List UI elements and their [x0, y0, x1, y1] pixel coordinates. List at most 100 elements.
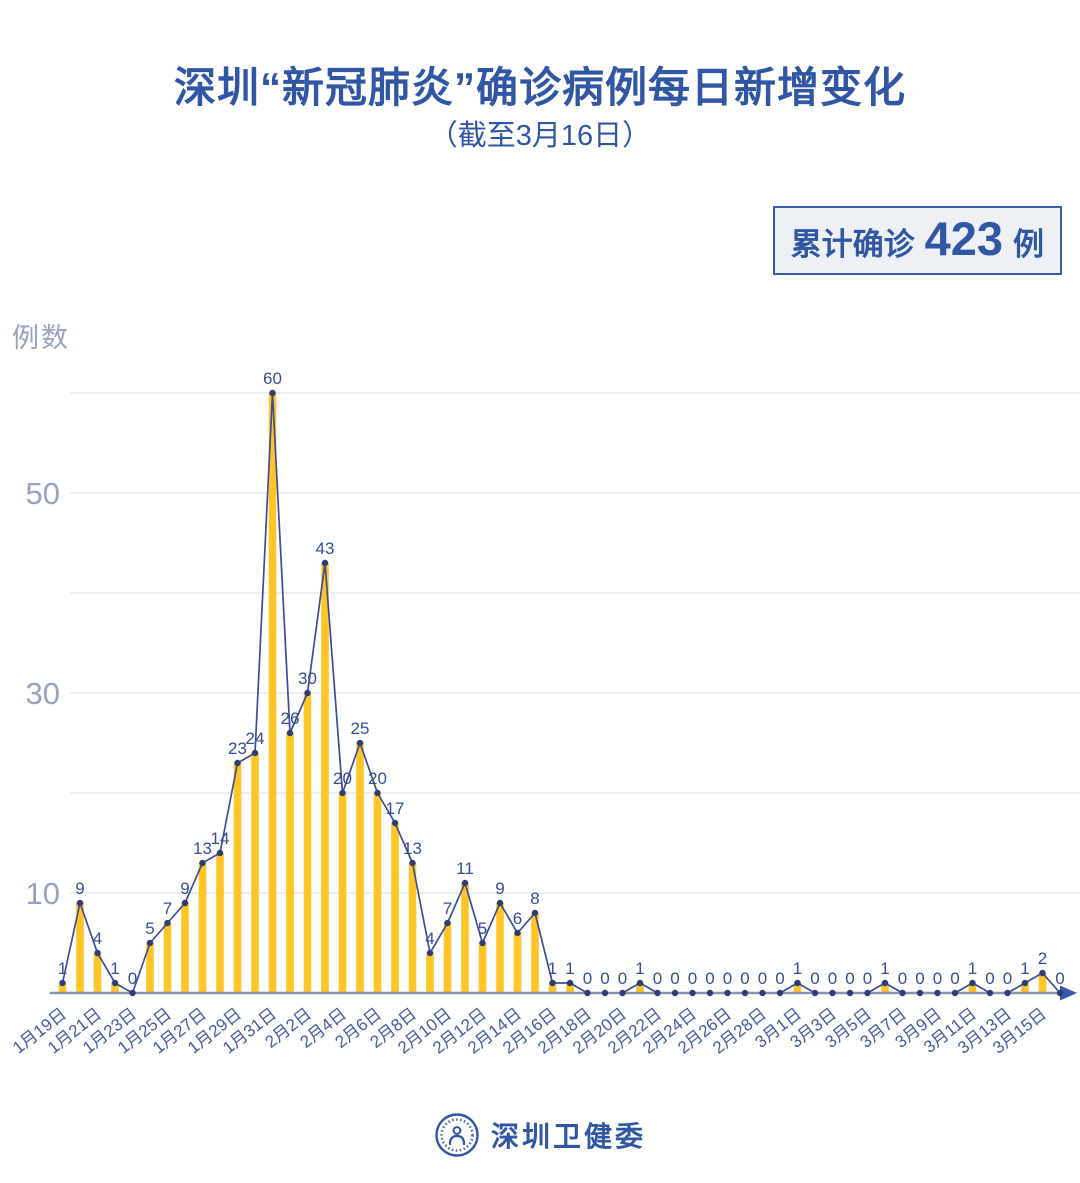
bar-3月14日	[1021, 983, 1029, 993]
data-point-2月9日	[426, 949, 434, 957]
value-label-3月7日: 0	[898, 969, 907, 988]
value-label-1月24日: 5	[145, 919, 154, 938]
data-point-2月4日	[339, 789, 346, 797]
bar-2月12日	[478, 943, 487, 993]
page-title: 深圳“新冠肺炎”确诊病例每日新增变化	[173, 64, 906, 111]
data-point-1月24日	[146, 939, 154, 947]
value-label-2月18日: 0	[583, 969, 592, 988]
data-point-1月27日	[199, 859, 206, 867]
value-label-1月23日: 0	[128, 969, 137, 988]
bar-1月21日	[93, 953, 102, 993]
value-label-2月21日: 1	[635, 959, 644, 978]
value-label-1月25日: 7	[163, 899, 172, 918]
data-point-1月28日	[216, 849, 224, 857]
value-label-1月21日: 4	[93, 929, 102, 948]
value-label-2月9日: 4	[425, 929, 434, 948]
bar-2月4日	[338, 793, 347, 993]
value-label-1月19日: 1	[58, 959, 67, 978]
value-label-2月28日: 0	[758, 969, 767, 988]
badge-prefix-label: 累计确诊	[790, 227, 915, 262]
data-point-2月7日	[391, 819, 399, 827]
bar-2月5日	[356, 743, 364, 993]
bar-2月16日	[548, 983, 557, 993]
data-point-2月18日	[584, 989, 591, 997]
data-point-3月10日	[951, 989, 959, 997]
data-point-2月19日	[601, 989, 609, 997]
value-label-2月25日: 0	[705, 969, 714, 988]
data-point-1月30日	[251, 749, 259, 757]
data-point-2月15日	[531, 909, 539, 917]
data-point-3月14日	[1021, 979, 1029, 987]
x-axis-arrow	[1060, 985, 1077, 1001]
bar-1月24日	[146, 943, 154, 993]
bar-1月29日	[233, 763, 242, 993]
bar-2月6日	[373, 793, 382, 993]
value-label-1月22日: 1	[110, 959, 119, 978]
bar-2月17日	[566, 983, 574, 993]
value-label-2月26日: 0	[723, 969, 732, 988]
data-point-3月11日	[969, 979, 976, 987]
data-point-3月7日	[899, 989, 906, 997]
data-point-2月24日	[689, 989, 696, 997]
value-label-2月29日: 0	[775, 969, 784, 988]
trend-line	[61, 392, 1061, 995]
y-tick-label-10: 10	[26, 876, 60, 911]
bar-1月20日	[76, 903, 84, 993]
bar-2月8日	[408, 863, 417, 993]
bar-3月1日	[793, 983, 802, 993]
value-label-2月24日: 0	[688, 969, 697, 988]
bar-1月22日	[111, 983, 119, 993]
data-point-3月13日	[1004, 989, 1011, 997]
value-label-3月8日: 0	[915, 969, 924, 988]
y-tick-label-50: 50	[26, 476, 60, 511]
bar-1月31日	[268, 393, 277, 993]
bar-1月28日	[216, 853, 224, 993]
bar-1月27日	[198, 863, 207, 993]
bar-2月14日	[513, 933, 522, 993]
value-label-3月4日: 0	[845, 969, 854, 988]
data-point-2月5日	[356, 739, 364, 747]
data-point-2月16日	[549, 979, 556, 987]
value-label-2月7日: 17	[386, 799, 405, 818]
value-label-3月5日: 0	[863, 969, 872, 988]
data-point-1月29日	[234, 759, 241, 767]
y-axis-unit-label: 例数	[12, 323, 70, 353]
value-label-2月20日: 0	[618, 969, 627, 988]
bar-1月26日	[181, 903, 189, 993]
value-label-3月14日: 1	[1020, 959, 1029, 978]
value-label-3月9日: 0	[933, 969, 942, 988]
data-point-2月2日	[304, 689, 311, 697]
bar-1月25日	[163, 923, 172, 993]
bar-2月3日	[321, 563, 329, 993]
shenzhen-health-commission-logo-icon	[435, 1113, 479, 1157]
data-point-2月10日	[444, 919, 451, 927]
value-label-1月28日: 14	[211, 829, 230, 848]
value-label-3月1日: 1	[793, 959, 802, 978]
value-label-1月29日: 23	[228, 739, 247, 758]
data-point-3月2日	[811, 989, 819, 997]
data-point-1月23日	[129, 989, 136, 997]
bar-2月15日	[531, 913, 539, 993]
data-point-1月26日	[181, 899, 189, 907]
page-subtitle: （截至3月16日）	[428, 120, 652, 152]
value-label-3月2日: 0	[810, 969, 819, 988]
data-point-2月8日	[409, 859, 416, 867]
bar-2月2日	[303, 693, 312, 993]
value-label-1月20日: 9	[75, 879, 84, 898]
data-point-3月1日	[794, 979, 801, 987]
value-label-2月27日: 0	[740, 969, 749, 988]
value-label-2月1日: 26	[281, 709, 300, 728]
value-label-1月27日: 13	[193, 839, 212, 858]
data-point-1月31日	[269, 389, 276, 397]
data-point-3月8日	[916, 989, 924, 997]
data-point-2月25日	[706, 989, 714, 997]
value-label-1月31日: 60	[263, 369, 282, 388]
bar-2月13日	[496, 903, 504, 993]
data-point-3月15日	[1039, 969, 1046, 977]
data-point-2月6日	[374, 789, 381, 797]
badge-unit-label: 例	[1013, 227, 1044, 262]
data-point-1月20日	[76, 899, 84, 907]
value-label-1月26日: 9	[180, 879, 189, 898]
value-label-2月5日: 25	[351, 719, 370, 738]
